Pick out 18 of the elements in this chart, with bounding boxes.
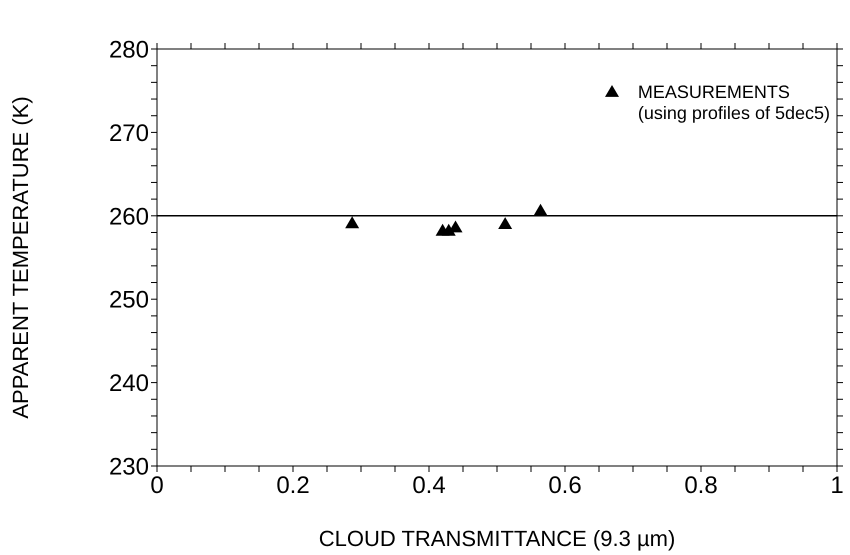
x-tick-label: 0.6 <box>548 472 582 500</box>
point <box>345 216 360 228</box>
x-tick-label: 0.4 <box>412 472 446 500</box>
legend-label: MEASUREMENTS (using profiles of 5dec5) <box>638 82 830 124</box>
y-tick-label: 240 <box>108 370 149 398</box>
point <box>498 217 512 230</box>
point <box>534 204 548 216</box>
x-tick-label: 0 <box>150 472 164 500</box>
y-tick-label: 270 <box>108 120 149 147</box>
y-tick-label: 250 <box>108 286 149 314</box>
x-tick-label: 0.8 <box>684 472 718 500</box>
x-tick-label: 1 <box>830 472 844 500</box>
y-tick-label: 280 <box>108 36 149 64</box>
y-tick-label: 230 <box>108 454 149 481</box>
y-axis-title: APPARENT TEMPERATURE (K) <box>8 96 33 419</box>
x-axis-title: CLOUD TRANSMITTANCE (9.3 µm) <box>318 526 676 551</box>
x-tick-label: 0.2 <box>276 472 310 500</box>
y-tick-label: 260 <box>108 203 149 230</box>
